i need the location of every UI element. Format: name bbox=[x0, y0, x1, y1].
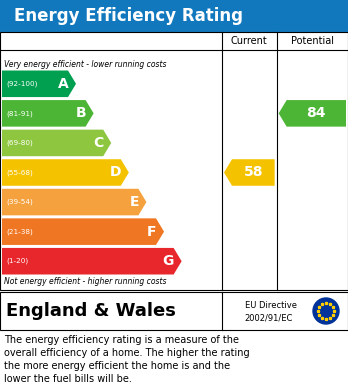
Polygon shape bbox=[2, 248, 182, 274]
Text: England & Wales: England & Wales bbox=[6, 302, 176, 320]
Text: F: F bbox=[147, 225, 156, 239]
Text: (55-68): (55-68) bbox=[6, 169, 33, 176]
Text: The energy efficiency rating is a measure of the: The energy efficiency rating is a measur… bbox=[4, 335, 239, 345]
Text: 58: 58 bbox=[244, 165, 263, 179]
Bar bbox=[0, 0, 348, 32]
Text: Potential: Potential bbox=[291, 36, 334, 46]
Polygon shape bbox=[2, 100, 94, 127]
Circle shape bbox=[313, 298, 339, 324]
Bar bbox=[0, 292, 348, 330]
Text: 2002/91/EC: 2002/91/EC bbox=[245, 313, 293, 322]
Polygon shape bbox=[2, 130, 111, 156]
Text: (92-100): (92-100) bbox=[6, 81, 37, 87]
Text: Not energy efficient - higher running costs: Not energy efficient - higher running co… bbox=[4, 277, 166, 286]
Text: Energy Efficiency Rating: Energy Efficiency Rating bbox=[14, 7, 243, 25]
Text: Current: Current bbox=[231, 36, 268, 46]
Text: E: E bbox=[129, 195, 139, 209]
Text: 84: 84 bbox=[307, 106, 326, 120]
Polygon shape bbox=[279, 100, 346, 127]
Text: B: B bbox=[76, 106, 86, 120]
Polygon shape bbox=[2, 159, 129, 186]
Text: Very energy efficient - lower running costs: Very energy efficient - lower running co… bbox=[4, 60, 166, 69]
Text: D: D bbox=[110, 165, 121, 179]
Bar bbox=[0, 32, 348, 290]
Polygon shape bbox=[224, 159, 275, 186]
Text: the more energy efficient the home is and the: the more energy efficient the home is an… bbox=[4, 361, 230, 371]
Text: overall efficiency of a home. The higher the rating: overall efficiency of a home. The higher… bbox=[4, 348, 250, 358]
Text: (39-54): (39-54) bbox=[6, 199, 33, 205]
Text: (81-91): (81-91) bbox=[6, 110, 33, 117]
Polygon shape bbox=[2, 189, 147, 215]
Text: EU Directive: EU Directive bbox=[245, 301, 297, 310]
Text: C: C bbox=[93, 136, 104, 150]
Text: (1-20): (1-20) bbox=[6, 258, 28, 264]
Text: lower the fuel bills will be.: lower the fuel bills will be. bbox=[4, 374, 132, 384]
Text: G: G bbox=[163, 254, 174, 268]
Text: A: A bbox=[58, 77, 69, 91]
Polygon shape bbox=[2, 218, 164, 245]
Text: (69-80): (69-80) bbox=[6, 140, 33, 146]
Text: (21-38): (21-38) bbox=[6, 228, 33, 235]
Polygon shape bbox=[2, 70, 76, 97]
